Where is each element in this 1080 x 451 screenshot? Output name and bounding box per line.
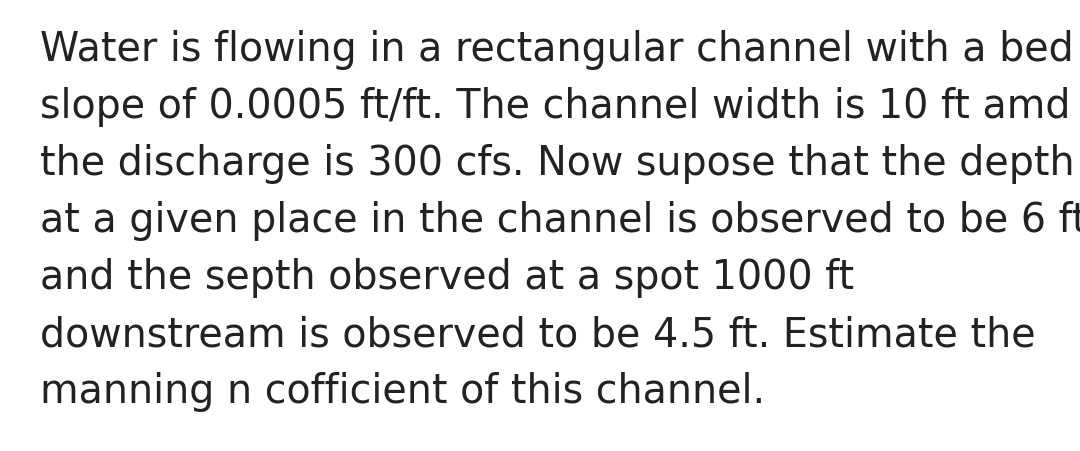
Text: Water is flowing in a rectangular channel with a bed
slope of 0.0005 ft/ft. The : Water is flowing in a rectangular channe… <box>40 30 1080 412</box>
